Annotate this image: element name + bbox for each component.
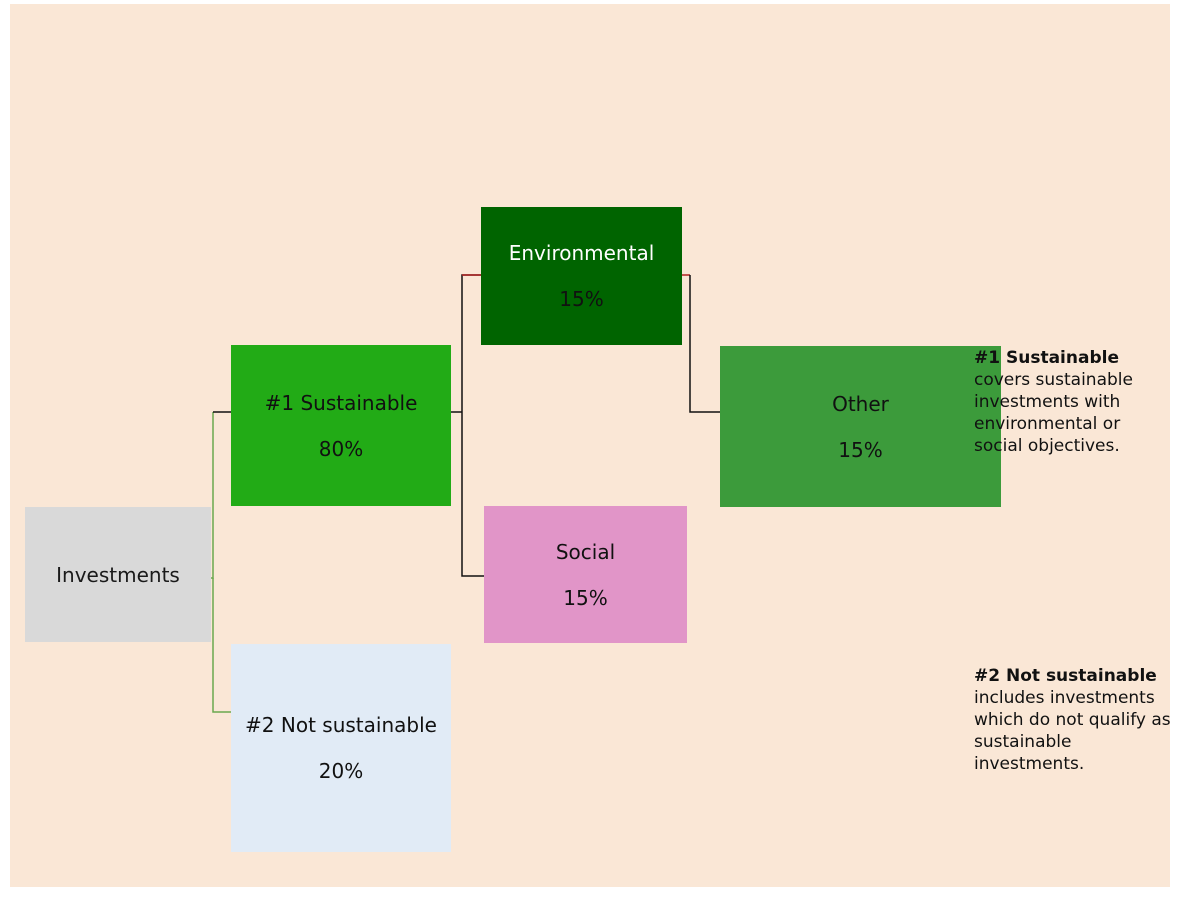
note-title: #1 Sustainable [974,348,1119,368]
node-not-sustainable: #2 Not sustainable 20% [231,644,451,852]
node-value: 15% [838,437,883,462]
note-not-sustainable: #2 Not sustainable includes investments … [974,665,1174,775]
connector-investments-notsustainable [212,578,231,713]
node-label: Other [832,391,889,416]
node-investments: Investments [25,507,211,642]
node-label: #2 Not sustainable [245,713,437,737]
node-label: Social [555,539,616,564]
node-label: Environmental [508,241,655,265]
connector-to-social [461,412,484,577]
node-social: Social 15% [484,506,687,643]
connector-to-other [689,275,720,413]
connector-investments-sustainable [211,412,214,579]
note-title: #2 Not sustainable [974,666,1157,686]
node-label: Investments [56,562,180,587]
node-value: 15% [563,585,608,610]
node-value: 20% [318,759,364,783]
note-sustainable: #1 Sustainable covers sustainable invest… [974,347,1174,457]
node-value: 80% [318,436,364,461]
node-value: 15% [559,287,604,311]
node-sustainable: #1 Sustainable 80% [231,345,451,506]
node-other: Other 15% [720,346,1001,507]
node-label: #1 Sustainable [264,390,418,415]
connector-to-environmental [461,274,481,412]
note-text: covers sustainable investments with envi… [974,370,1133,456]
node-environmental: Environmental 15% [481,207,682,345]
note-text: includes investments which do not qualif… [974,688,1171,774]
